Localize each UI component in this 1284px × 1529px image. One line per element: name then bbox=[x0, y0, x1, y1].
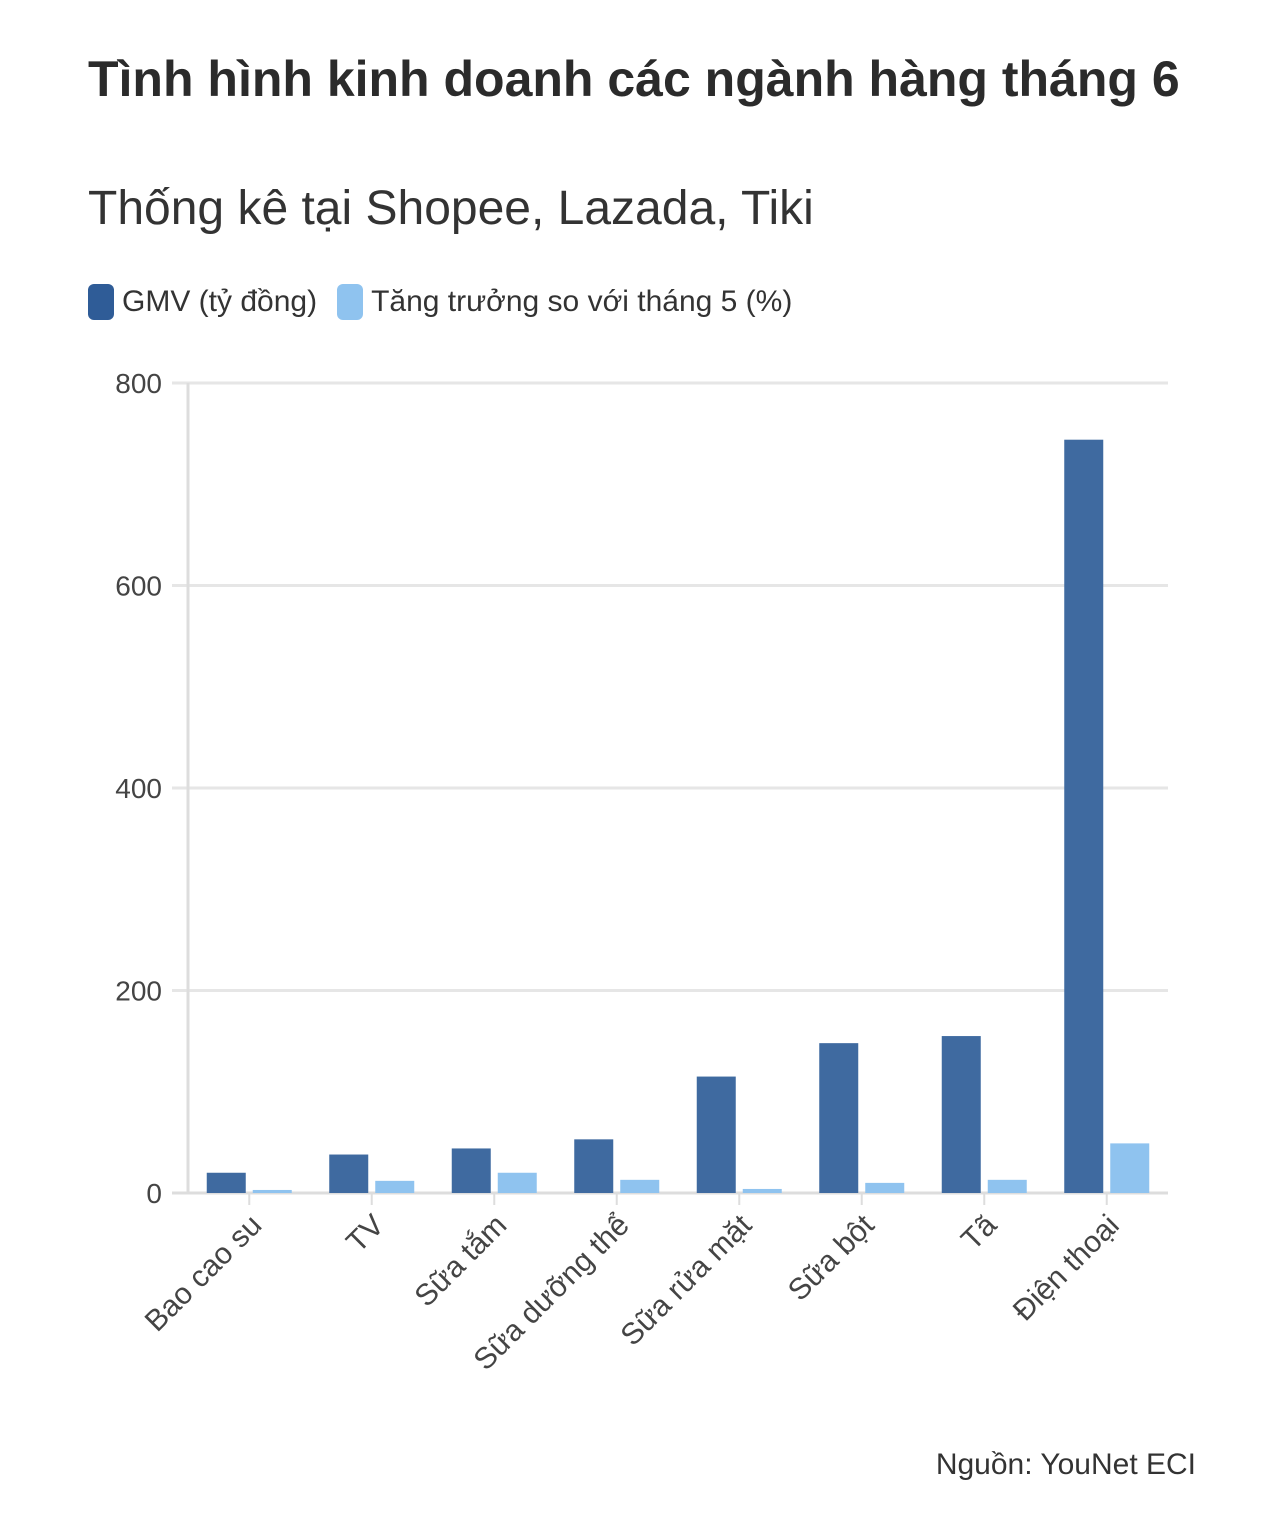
legend-swatch-gmv bbox=[88, 284, 114, 320]
x-tick-label: Tã bbox=[955, 1208, 1003, 1256]
y-tick-label: 200 bbox=[115, 976, 162, 1007]
bar-growth bbox=[865, 1182, 905, 1193]
y-tick-label: 800 bbox=[115, 368, 162, 399]
legend-item-growth[interactable]: Tăng trưởng so với tháng 5 (%) bbox=[337, 284, 792, 320]
y-tick-label: 400 bbox=[115, 773, 162, 804]
legend: GMV (tỷ đồng) Tăng trưởng so với tháng 5… bbox=[88, 284, 812, 320]
y-tick-label: 0 bbox=[146, 1178, 162, 1209]
bar-gmv bbox=[819, 1043, 859, 1193]
bar-gmv bbox=[574, 1139, 614, 1193]
bar-growth bbox=[987, 1179, 1027, 1193]
legend-label-growth: Tăng trưởng so với tháng 5 (%) bbox=[371, 285, 793, 318]
bar-gmv bbox=[451, 1148, 491, 1193]
bar-gmv bbox=[1064, 439, 1104, 1193]
bar-gmv bbox=[206, 1172, 246, 1193]
x-tick-label: Sữa bột bbox=[782, 1208, 881, 1307]
bar-growth bbox=[1110, 1143, 1150, 1193]
x-tick-label: Điện thoại bbox=[1007, 1209, 1126, 1328]
legend-swatch-growth bbox=[337, 284, 364, 320]
x-tick-label: Bao cao su bbox=[139, 1209, 268, 1338]
chart-title: Tình hình kinh doanh các ngành hàng thán… bbox=[88, 51, 1180, 107]
x-tick-label: TV bbox=[340, 1209, 390, 1259]
bar-growth bbox=[742, 1188, 782, 1193]
bar-growth bbox=[252, 1189, 292, 1193]
x-tick-label: Sữa tắm bbox=[408, 1209, 513, 1314]
bar-growth bbox=[620, 1179, 660, 1193]
bar-gmv bbox=[941, 1036, 981, 1193]
bar-gmv bbox=[696, 1076, 736, 1193]
bar-growth bbox=[497, 1172, 537, 1193]
source-note: Nguồn: YouNet ECI bbox=[935, 1448, 1196, 1481]
bar-growth bbox=[375, 1180, 415, 1193]
legend-label-gmv: GMV (tỷ đồng) bbox=[122, 285, 318, 318]
bar-gmv bbox=[329, 1154, 369, 1193]
x-tick-label: Sữa rửa mặt bbox=[615, 1208, 759, 1352]
y-tick-label: 600 bbox=[115, 571, 162, 602]
chart-subtitle: Thống kê tại Shopee, Lazada, Tiki bbox=[88, 182, 814, 235]
legend-item-gmv[interactable]: GMV (tỷ đồng) bbox=[88, 284, 317, 320]
